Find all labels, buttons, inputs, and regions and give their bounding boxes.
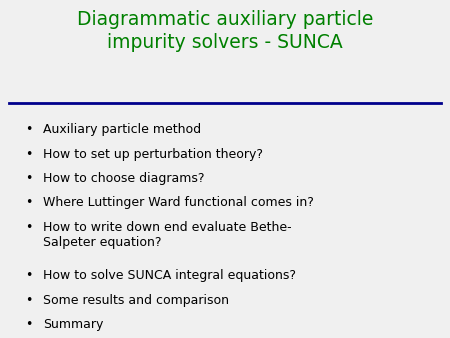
Text: How to choose diagrams?: How to choose diagrams? [43, 172, 204, 185]
Text: •: • [25, 221, 32, 234]
Text: •: • [25, 172, 32, 185]
Text: How to set up perturbation theory?: How to set up perturbation theory? [43, 148, 263, 161]
Text: •: • [25, 196, 32, 209]
Text: •: • [25, 294, 32, 307]
Text: Where Luttinger Ward functional comes in?: Where Luttinger Ward functional comes in… [43, 196, 314, 209]
Text: Auxiliary particle method: Auxiliary particle method [43, 123, 201, 136]
Text: •: • [25, 318, 32, 331]
Text: •: • [25, 269, 32, 282]
Text: How to solve SUNCA integral equations?: How to solve SUNCA integral equations? [43, 269, 296, 282]
Text: Diagrammatic auxiliary particle
impurity solvers - SUNCA: Diagrammatic auxiliary particle impurity… [77, 10, 373, 52]
Text: How to write down end evaluate Bethe-
Salpeter equation?: How to write down end evaluate Bethe- Sa… [43, 221, 292, 249]
Text: Some results and comparison: Some results and comparison [43, 294, 229, 307]
Text: •: • [25, 148, 32, 161]
Text: •: • [25, 123, 32, 136]
Text: Summary: Summary [43, 318, 103, 331]
